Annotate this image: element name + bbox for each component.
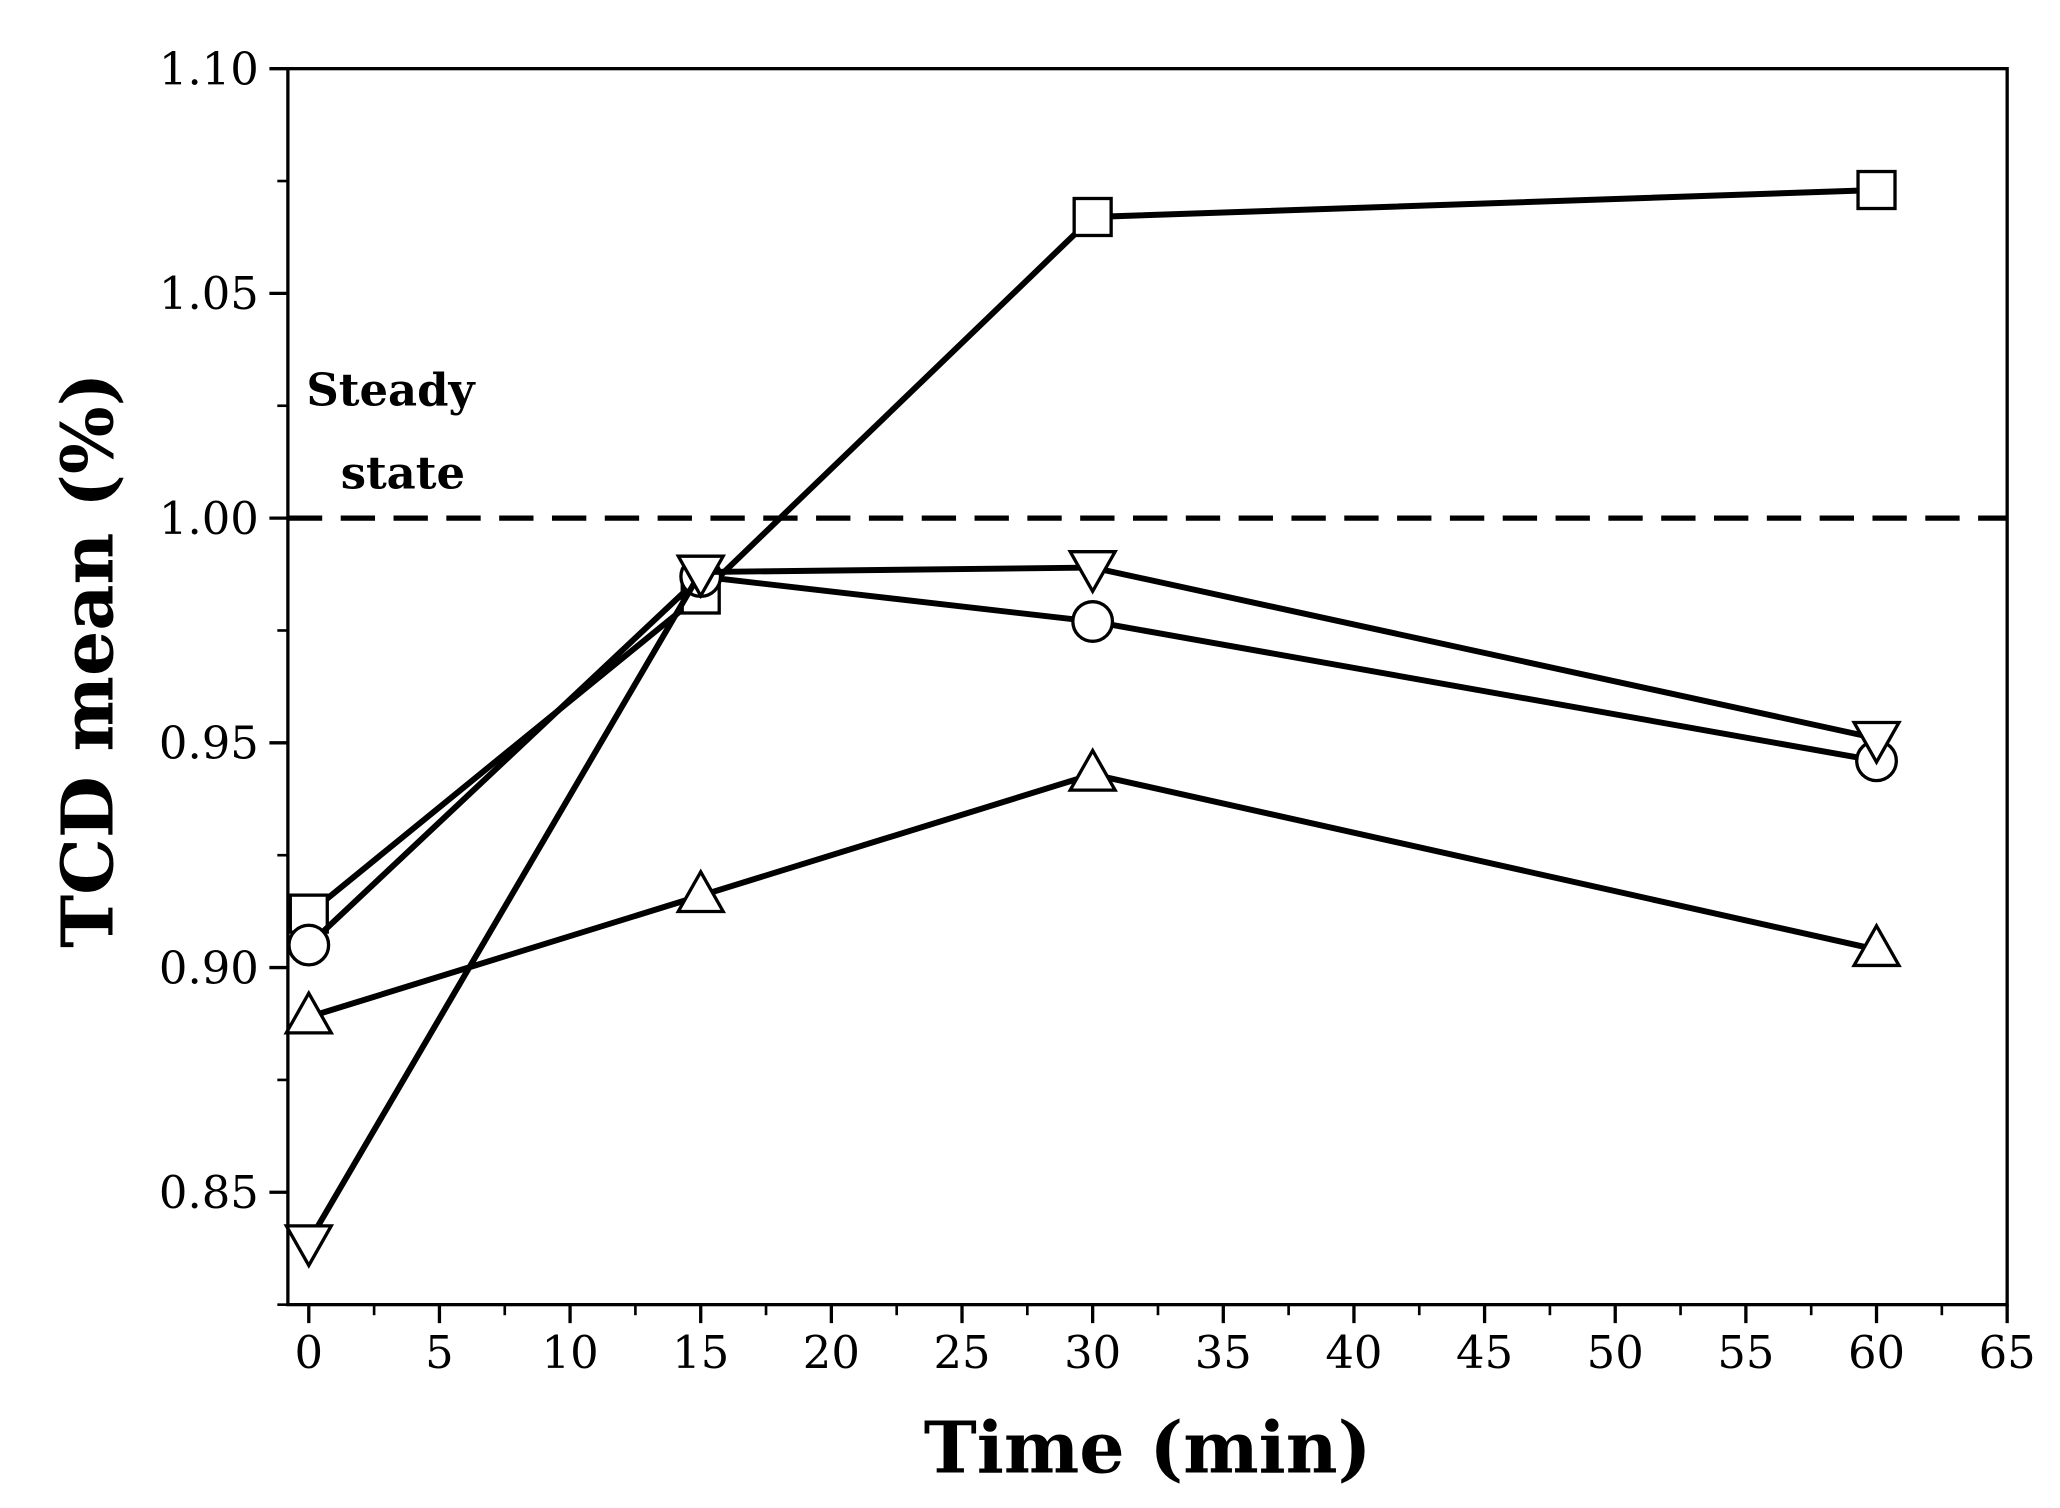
x-tick-label: 40: [1325, 1326, 1382, 1379]
x-axis-title: Time (min): [924, 1405, 1372, 1489]
data-point-triangle-up: [283, 989, 335, 1035]
data-point-triangle-up: [675, 868, 727, 914]
data-point-square: [1072, 196, 1113, 238]
x-tick-label: 60: [1848, 1326, 1905, 1379]
data-point-triangle-up: [1067, 747, 1118, 792]
annotation-state: state: [341, 447, 465, 500]
y-tick-label: 1.05: [159, 267, 259, 320]
axis-ticks: 0 5 10 15 20 25 30 35 40 45 50 55 60 65 0.85 0.90 0.95 1.…: [159, 43, 2036, 1380]
y-tick-label: 0.90: [159, 941, 259, 994]
series-line: [306, 564, 1878, 1244]
data-point-triangle-down: [1067, 550, 1118, 595]
x-tick-label: 20: [803, 1326, 860, 1379]
x-tick-label: 25: [933, 1326, 990, 1379]
series-group: [283, 169, 1902, 1269]
x-tick-label: 10: [542, 1326, 599, 1379]
x-tick-label: 50: [1587, 1326, 1644, 1379]
data-point-circle: [287, 923, 331, 967]
y-tick-label: 0.85: [159, 1166, 259, 1219]
x-tick-label: 65: [1979, 1326, 2036, 1379]
data-point-triangle-up: [1851, 922, 1902, 968]
data-point-triangle-down: [283, 1224, 335, 1269]
series-line: [306, 573, 1878, 948]
x-tick-label: 55: [1717, 1326, 1774, 1379]
series-line: [307, 771, 1878, 1020]
series-triangle-down: [283, 550, 1902, 1269]
data-point-triangle-down: [1851, 720, 1902, 766]
series-triangle-up: [283, 747, 1902, 1035]
plot-frame: [286, 67, 2009, 1307]
y-tick-label: 0.95: [159, 717, 259, 770]
series-line: [306, 187, 1877, 916]
y-tick-label: 1.10: [159, 43, 259, 96]
x-tick-label: 35: [1195, 1326, 1252, 1379]
y-tick-label: 1.00: [159, 492, 259, 545]
x-tick-label: 0: [295, 1326, 324, 1379]
data-point-circle: [1071, 600, 1115, 643]
x-tick-label: 45: [1456, 1326, 1513, 1379]
annotation-steady: Steady: [306, 363, 476, 416]
x-tick-label: 5: [425, 1326, 454, 1379]
x-tick-label: 30: [1064, 1326, 1121, 1379]
x-tick-label: 15: [672, 1326, 729, 1379]
y-axis-title: TCD mean (%): [45, 373, 129, 948]
data-point-triangle-down: [675, 554, 727, 600]
data-point-square: [1856, 169, 1897, 211]
